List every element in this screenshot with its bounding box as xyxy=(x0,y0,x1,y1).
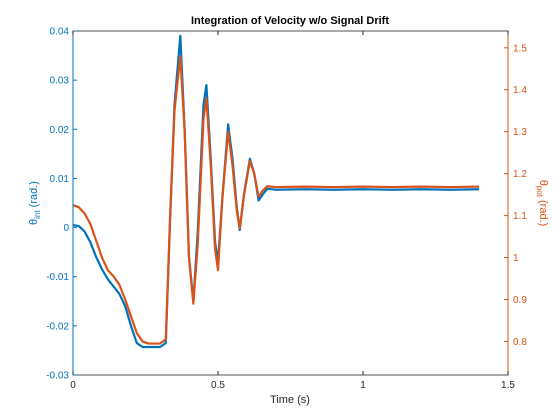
x-tick-label: 0.5 xyxy=(211,380,225,391)
y-right-tick-label: 1 xyxy=(513,253,519,264)
y-right-symbol: θ xyxy=(537,180,549,186)
y-left-tick-label: -0.01 xyxy=(46,272,69,283)
y-left-tick-label: 0.03 xyxy=(50,76,70,87)
plot-area xyxy=(72,30,509,376)
x-axis-label: Time (s) xyxy=(270,394,310,406)
y-left-tick-label: -0.03 xyxy=(46,371,69,382)
y-left-tick-label: 0.04 xyxy=(50,27,70,38)
x-tick-label: 1 xyxy=(360,380,366,391)
y-left-tick-label: -0.02 xyxy=(46,321,69,332)
y-right-tick-label: 1.1 xyxy=(513,211,527,222)
y-right-tick-label: 0.9 xyxy=(513,295,527,306)
x-tick-label: 0 xyxy=(70,380,76,391)
y-left-subscript: int xyxy=(33,210,42,219)
chart-title: Integration of Velocity w/o Signal Drift xyxy=(191,15,389,27)
y-right-subscript: pot xyxy=(535,186,544,198)
y-right-tick-label: 1.4 xyxy=(513,85,527,96)
y-left-tick-label: 0 xyxy=(63,223,69,234)
y-axis-left-label: θint (rad.) xyxy=(28,181,42,225)
y-left-tick-label: 0.02 xyxy=(50,125,70,136)
y-right-tick-label: 1.3 xyxy=(513,127,527,138)
y-right-tick-label: 0.8 xyxy=(513,337,527,348)
y-right-tick-label: 1.5 xyxy=(513,43,527,54)
y-axis-right-label: θpot (rad.) xyxy=(535,180,549,227)
y-right-tick-label: 1.2 xyxy=(513,169,527,180)
y-left-tick-label: 0.01 xyxy=(50,174,70,185)
y-left-unit: (rad.) xyxy=(28,181,40,210)
x-tick-label: 1.5 xyxy=(501,380,515,391)
series-theta-pot-line xyxy=(72,55,480,345)
y-right-unit: (rad.) xyxy=(537,197,549,226)
y-left-symbol: θ xyxy=(28,219,40,225)
